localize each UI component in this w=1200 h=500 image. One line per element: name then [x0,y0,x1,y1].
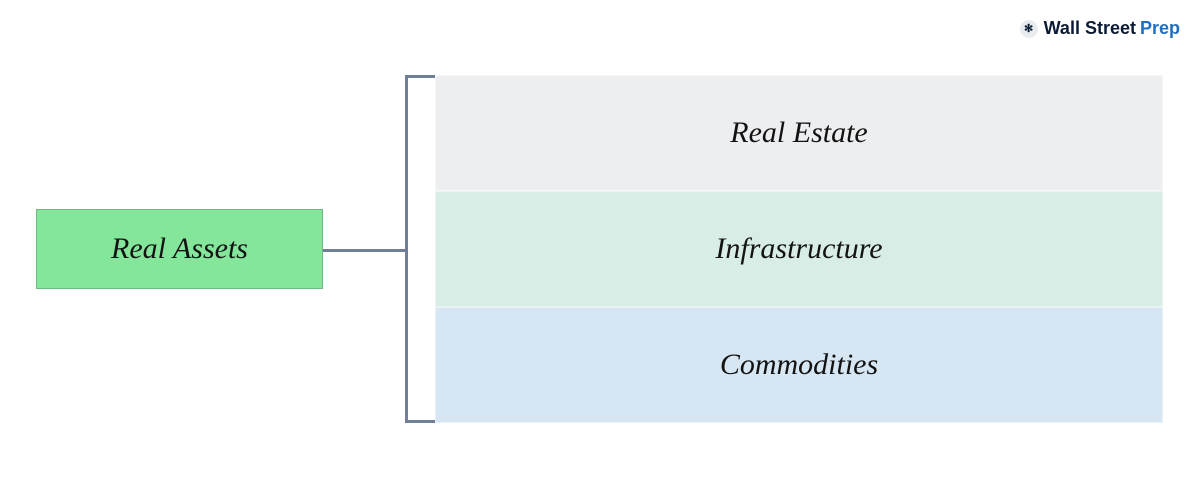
brand-name-1: Wall Street [1044,18,1136,39]
bracket [405,75,435,423]
child-node-label: Real Estate [730,116,867,150]
child-node-real-estate: Real Estate [435,75,1163,191]
child-node-label: Commodities [720,348,878,382]
root-node-real-assets: Real Assets [36,209,323,289]
child-node-label: Infrastructure [715,232,882,266]
brand-logo-icon: ✻ [1020,20,1038,38]
connector-line [323,249,405,252]
child-node-infrastructure: Infrastructure [435,191,1163,307]
child-node-commodities: Commodities [435,307,1163,423]
brand-logo: ✻ Wall Street Prep [1020,18,1180,39]
root-node-label: Real Assets [111,232,248,266]
brand-name-2: Prep [1140,18,1180,39]
